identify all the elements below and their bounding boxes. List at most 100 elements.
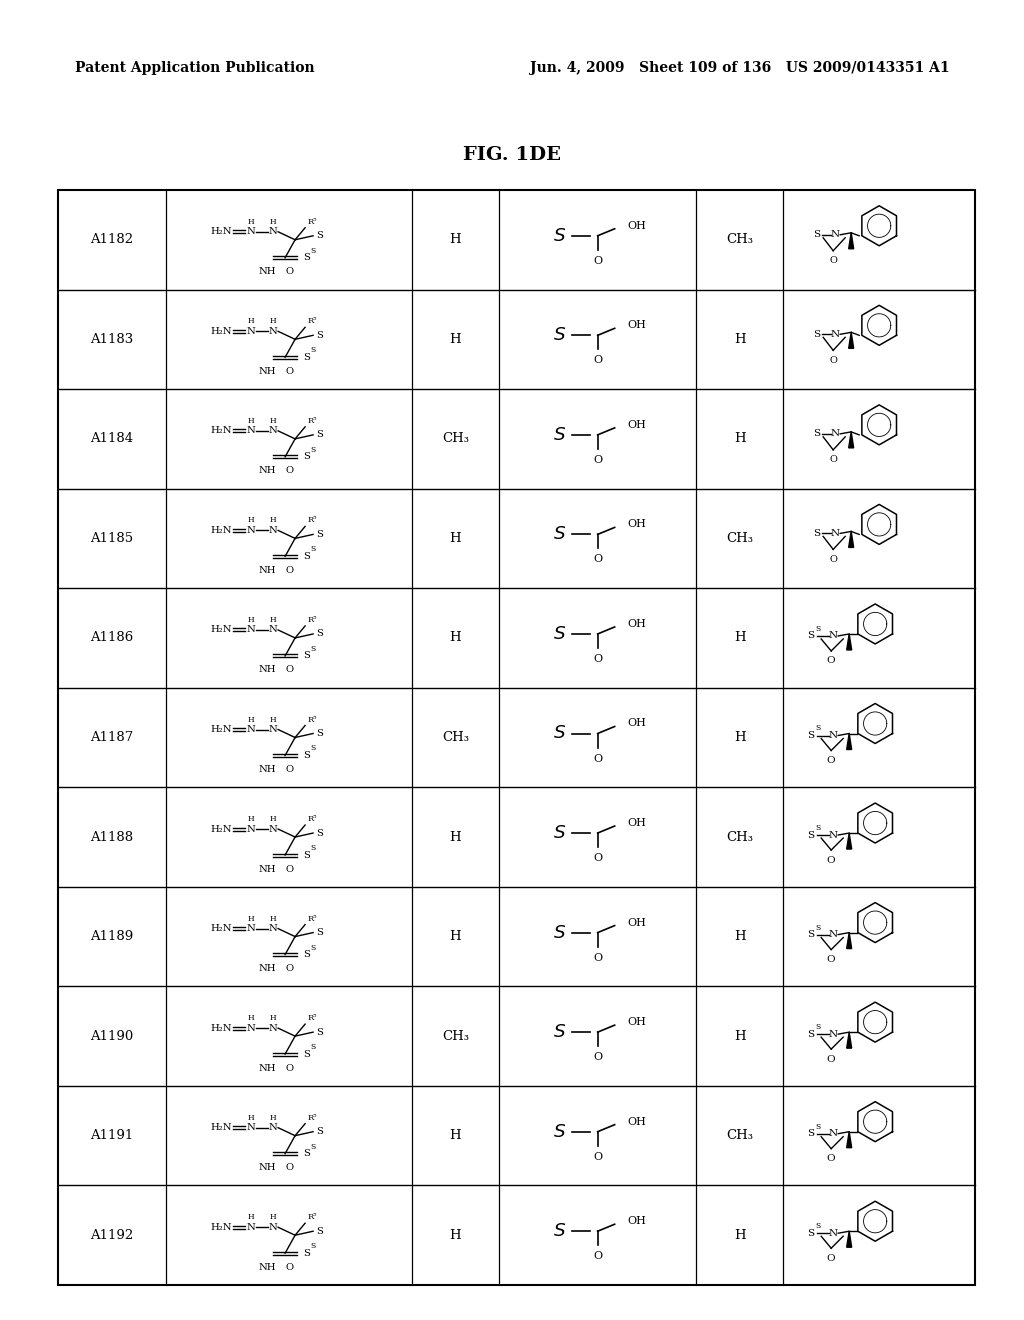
Text: N: N [830, 230, 840, 239]
Text: N: N [830, 330, 840, 339]
Text: N: N [247, 426, 255, 436]
Text: A1191: A1191 [90, 1129, 134, 1142]
Text: O: O [593, 1151, 602, 1162]
Text: S: S [316, 928, 323, 937]
Text: H: H [269, 814, 276, 824]
Text: OH: OH [628, 619, 646, 628]
Text: N: N [268, 1123, 278, 1133]
Text: CH₃: CH₃ [442, 1030, 469, 1043]
Text: H: H [248, 218, 254, 226]
Text: $\mathit{S}$: $\mathit{S}$ [553, 725, 566, 742]
Text: R⁵: R⁵ [307, 715, 316, 723]
Text: H: H [248, 317, 254, 325]
Text: A1186: A1186 [90, 631, 134, 644]
Polygon shape [847, 933, 852, 949]
Text: O: O [285, 964, 293, 973]
Text: N: N [828, 931, 838, 939]
Text: O: O [829, 256, 837, 265]
Polygon shape [847, 833, 852, 849]
Text: O: O [593, 355, 602, 366]
Text: O: O [826, 656, 836, 665]
Text: H: H [734, 631, 745, 644]
Text: H: H [450, 830, 462, 843]
Text: N: N [247, 327, 255, 335]
Text: R⁵: R⁵ [307, 1213, 316, 1221]
Text: N: N [268, 227, 278, 236]
Text: S: S [814, 429, 821, 438]
Text: R⁵: R⁵ [307, 218, 316, 226]
Text: S: S [316, 231, 323, 240]
Text: A1182: A1182 [90, 234, 134, 247]
Text: CH₃: CH₃ [442, 731, 469, 744]
Text: OH: OH [628, 917, 646, 928]
Text: S: S [815, 1222, 821, 1230]
Text: O: O [829, 554, 837, 564]
Text: H₂N: H₂N [210, 725, 231, 734]
Text: OH: OH [628, 1216, 646, 1226]
Text: S: S [814, 230, 821, 239]
Text: N: N [828, 1229, 838, 1238]
Text: S: S [310, 1242, 315, 1250]
Text: H: H [450, 1229, 462, 1242]
Text: S: S [303, 552, 310, 561]
Text: H₂N: H₂N [210, 1123, 231, 1133]
Text: NH: NH [258, 566, 275, 576]
Text: N: N [268, 1023, 278, 1032]
Text: H: H [734, 931, 745, 942]
Text: N: N [247, 924, 255, 933]
Text: A1192: A1192 [90, 1229, 134, 1242]
Text: R⁵: R⁵ [307, 915, 316, 923]
Text: O: O [829, 455, 837, 465]
Text: S: S [316, 430, 323, 440]
Text: A1190: A1190 [90, 1030, 134, 1043]
Text: $\mathit{S}$: $\mathit{S}$ [553, 227, 566, 244]
Text: S: S [310, 1143, 315, 1151]
Text: S: S [316, 331, 323, 339]
Text: S: S [814, 529, 821, 539]
Text: S: S [808, 1030, 815, 1039]
Text: H: H [269, 1014, 276, 1022]
Text: NH: NH [258, 367, 275, 376]
Text: H: H [248, 1014, 254, 1022]
Text: O: O [826, 756, 836, 766]
Text: FIG. 1DE: FIG. 1DE [463, 147, 561, 164]
Text: O: O [593, 455, 602, 465]
Text: NH: NH [258, 665, 275, 675]
Text: S: S [316, 1028, 323, 1036]
Text: A1188: A1188 [90, 830, 134, 843]
Text: H: H [734, 1229, 745, 1242]
Text: S: S [316, 1226, 323, 1236]
Text: O: O [593, 953, 602, 962]
Text: O: O [285, 267, 293, 276]
Text: O: O [285, 367, 293, 376]
Text: O: O [593, 1251, 602, 1261]
Text: OH: OH [628, 1117, 646, 1127]
Polygon shape [847, 1131, 852, 1147]
Text: H: H [450, 333, 462, 346]
Text: H: H [450, 1129, 462, 1142]
Text: O: O [285, 1064, 293, 1073]
Text: CH₃: CH₃ [726, 234, 754, 247]
Text: H: H [269, 218, 276, 226]
Text: N: N [268, 626, 278, 635]
Text: S: S [303, 453, 310, 462]
Text: H: H [248, 915, 254, 923]
Text: S: S [316, 729, 323, 738]
Text: H: H [248, 516, 254, 524]
Text: S: S [808, 931, 815, 939]
Text: O: O [593, 853, 602, 863]
Text: N: N [268, 327, 278, 335]
Text: CH₃: CH₃ [726, 1129, 754, 1142]
Text: S: S [815, 824, 821, 832]
Text: R⁵: R⁵ [307, 516, 316, 524]
Text: S: S [310, 247, 315, 255]
Text: O: O [826, 956, 836, 964]
Text: H: H [248, 814, 254, 824]
Text: S: S [310, 545, 315, 553]
Text: S: S [316, 529, 323, 539]
Text: H: H [248, 1213, 254, 1221]
Text: H: H [734, 333, 745, 346]
Text: OH: OH [628, 321, 646, 330]
Text: S: S [815, 1123, 821, 1131]
Polygon shape [847, 1032, 852, 1048]
